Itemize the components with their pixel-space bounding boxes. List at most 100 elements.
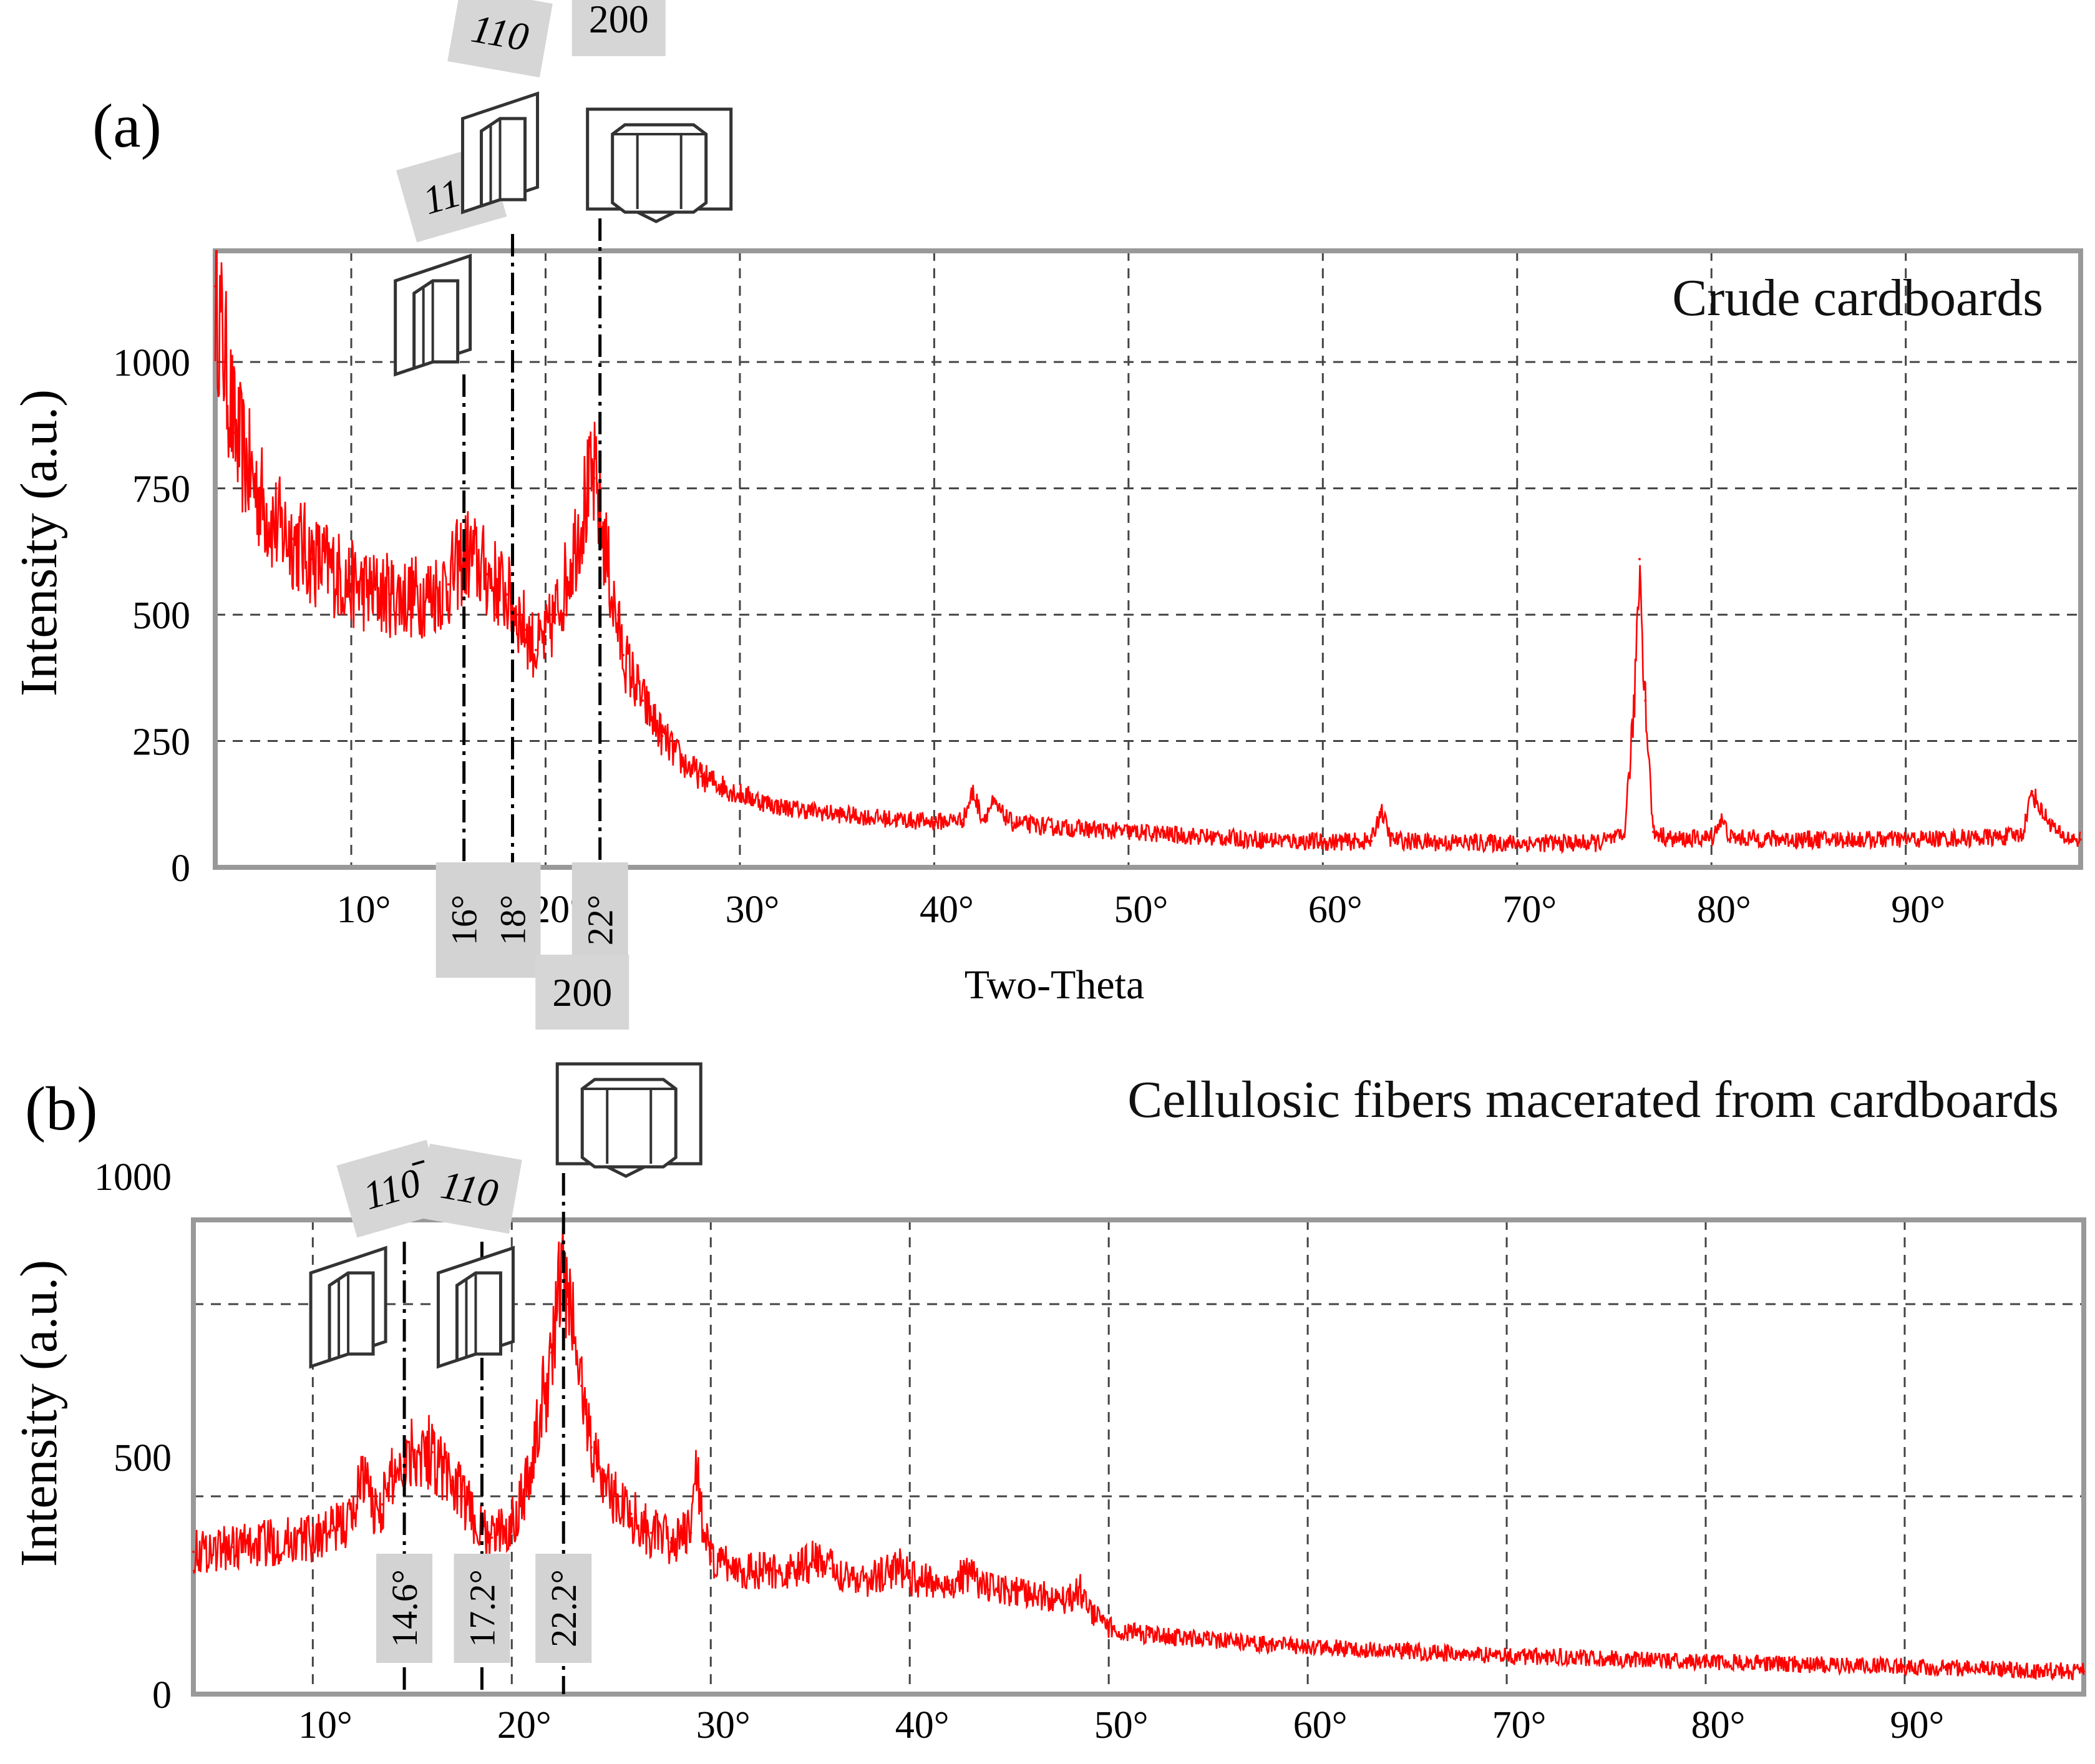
- x-tick-label: 40°: [920, 889, 974, 931]
- peak-angle-box: [435, 862, 492, 978]
- data-point: [1505, 1655, 1509, 1658]
- x-tick-label: 50°: [1094, 1704, 1149, 1747]
- data-point: [689, 1531, 693, 1534]
- x-tick-label: 20°: [497, 1704, 552, 1747]
- data-point: [490, 1536, 493, 1539]
- data-point: [550, 1351, 553, 1354]
- data-point: [272, 522, 275, 525]
- crystal-plane-label: 110: [417, 1143, 522, 1234]
- data-point: [1077, 1586, 1081, 1589]
- data-point: [391, 1474, 394, 1478]
- chart-title-b: Cellulosic fibers macerated from cardboa…: [1127, 1071, 2059, 1129]
- data-point: [695, 1465, 698, 1468]
- data-point: [1147, 1634, 1150, 1636]
- crystal-plane-icon: [461, 91, 540, 215]
- peak-angle-text: 22.2°: [543, 1569, 584, 1647]
- plot-frame-a: [213, 248, 2083, 870]
- data-point: [622, 653, 625, 656]
- data-point: [968, 1572, 971, 1575]
- data-point: [450, 1479, 454, 1482]
- data-point: [593, 477, 596, 480]
- data-point: [311, 1536, 314, 1539]
- peak-angle-text: 16°: [444, 895, 485, 945]
- data-point: [971, 790, 975, 793]
- peak-angle-text: 18°: [493, 895, 533, 945]
- data-point: [1087, 1607, 1091, 1611]
- data-point: [311, 558, 314, 560]
- x-tick-label: 60°: [1293, 1704, 1348, 1747]
- data-point: [466, 552, 469, 555]
- plot-frame-b: [191, 1217, 2086, 1697]
- data-point: [629, 1513, 633, 1516]
- data-point: [408, 595, 411, 598]
- peak-angle-label: 17.2°: [454, 1554, 510, 1663]
- y-tick-label: 0: [171, 847, 190, 890]
- data-point: [1010, 821, 1013, 824]
- data-point: [1107, 1626, 1111, 1629]
- peak-angle-text: 22°: [580, 895, 621, 945]
- data-point: [530, 1465, 533, 1468]
- series-trace: [214, 250, 2081, 855]
- data-point: [2059, 836, 2063, 839]
- peak-angle-box: [535, 1554, 592, 1663]
- data-point: [1515, 842, 1519, 845]
- data-point: [1389, 838, 1393, 841]
- data-point: [703, 1536, 706, 1539]
- plane-overbar: [412, 1160, 425, 1166]
- data-point: [1306, 1645, 1310, 1648]
- data-point: [330, 568, 333, 571]
- panel-label-b: (b): [25, 1074, 98, 1143]
- data-point: [1632, 714, 1635, 718]
- x-tick-label: 90°: [1891, 889, 1945, 931]
- data-point: [291, 537, 294, 540]
- data-point: [610, 1493, 613, 1496]
- data-point: [649, 1531, 653, 1534]
- y-ticks-b: 0 500 1000: [94, 1156, 172, 1717]
- grid-a: [215, 251, 2081, 867]
- data-point: [991, 802, 994, 806]
- data-point: [835, 812, 838, 816]
- data-point: [233, 431, 236, 434]
- crystal-plane-icon: [309, 1245, 387, 1369]
- series-trace: [192, 1227, 2085, 1682]
- plane-label-box: [571, 0, 666, 56]
- data-point: [641, 699, 644, 702]
- data-point: [371, 1508, 374, 1511]
- x-tick-label: 10°: [298, 1704, 352, 1747]
- y-axis-label-b: Intensity (a.u.): [10, 1260, 68, 1567]
- x-tick-label: 30°: [726, 889, 780, 931]
- crystal-plane-icon: [586, 107, 733, 223]
- panel-label-a: (a): [92, 91, 162, 160]
- data-point: [1710, 837, 1713, 840]
- crystal-plane-label: 110: [447, 0, 553, 78]
- data-point: [1729, 837, 1733, 840]
- data-point: [447, 583, 450, 586]
- x-tick-label: 80°: [1691, 1704, 1746, 1747]
- data-point: [505, 593, 508, 596]
- data-point: [612, 603, 615, 606]
- data-point: [699, 775, 702, 778]
- data-point: [1638, 558, 1641, 560]
- plane-label-text: 110: [437, 1162, 501, 1216]
- data-point: [510, 1522, 513, 1525]
- data-point: [1719, 818, 1723, 821]
- x-tick-label: 60°: [1308, 889, 1363, 931]
- data-point: [1904, 838, 1907, 841]
- y-tick-label: 1000: [113, 342, 190, 384]
- crystal-plane-icon: [394, 253, 472, 377]
- peak-angle-text: 17.2°: [462, 1569, 502, 1647]
- data-point: [669, 1541, 673, 1544]
- data-point: [962, 818, 965, 821]
- plane-label-box: [535, 955, 629, 1030]
- peak-angle-text: 14.6°: [384, 1569, 425, 1647]
- data-point: [1593, 842, 1597, 845]
- data-point: [350, 583, 353, 586]
- crystal-plane-label: 200: [571, 0, 666, 56]
- data-point: [1266, 1643, 1270, 1646]
- data-point: [457, 563, 460, 566]
- peak-angle-box: [376, 1554, 433, 1663]
- data-point: [554, 613, 557, 616]
- peak-angle-label: 14.6°: [376, 1554, 433, 1663]
